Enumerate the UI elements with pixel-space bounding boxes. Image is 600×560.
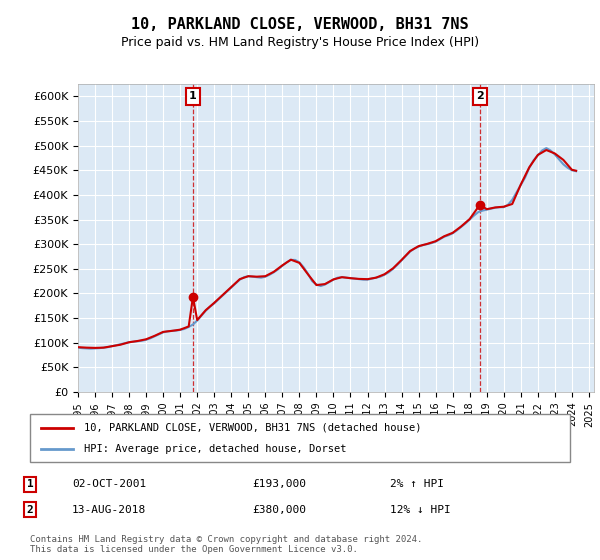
Text: 10, PARKLAND CLOSE, VERWOOD, BH31 7NS: 10, PARKLAND CLOSE, VERWOOD, BH31 7NS: [131, 17, 469, 32]
Text: HPI: Average price, detached house, Dorset: HPI: Average price, detached house, Dors…: [84, 444, 347, 454]
Text: 1: 1: [26, 479, 34, 489]
Text: Price paid vs. HM Land Registry's House Price Index (HPI): Price paid vs. HM Land Registry's House …: [121, 36, 479, 49]
Text: 12% ↓ HPI: 12% ↓ HPI: [390, 505, 451, 515]
Text: 1: 1: [189, 91, 197, 101]
Text: 2: 2: [26, 505, 34, 515]
Text: 2% ↑ HPI: 2% ↑ HPI: [390, 479, 444, 489]
Text: 13-AUG-2018: 13-AUG-2018: [72, 505, 146, 515]
Text: Contains HM Land Registry data © Crown copyright and database right 2024.
This d: Contains HM Land Registry data © Crown c…: [30, 535, 422, 554]
Text: £193,000: £193,000: [252, 479, 306, 489]
Text: 2: 2: [476, 91, 484, 101]
Text: 10, PARKLAND CLOSE, VERWOOD, BH31 7NS (detached house): 10, PARKLAND CLOSE, VERWOOD, BH31 7NS (d…: [84, 423, 421, 433]
Text: 02-OCT-2001: 02-OCT-2001: [72, 479, 146, 489]
FancyBboxPatch shape: [30, 414, 570, 462]
Text: £380,000: £380,000: [252, 505, 306, 515]
